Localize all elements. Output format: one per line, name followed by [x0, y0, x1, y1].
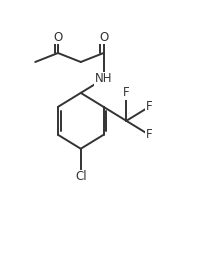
Text: O: O — [53, 31, 63, 44]
Text: O: O — [99, 31, 108, 44]
Text: Cl: Cl — [75, 170, 87, 183]
Text: F: F — [146, 100, 152, 113]
Text: F: F — [123, 87, 130, 99]
Text: F: F — [146, 128, 152, 141]
Text: NH: NH — [95, 73, 112, 85]
